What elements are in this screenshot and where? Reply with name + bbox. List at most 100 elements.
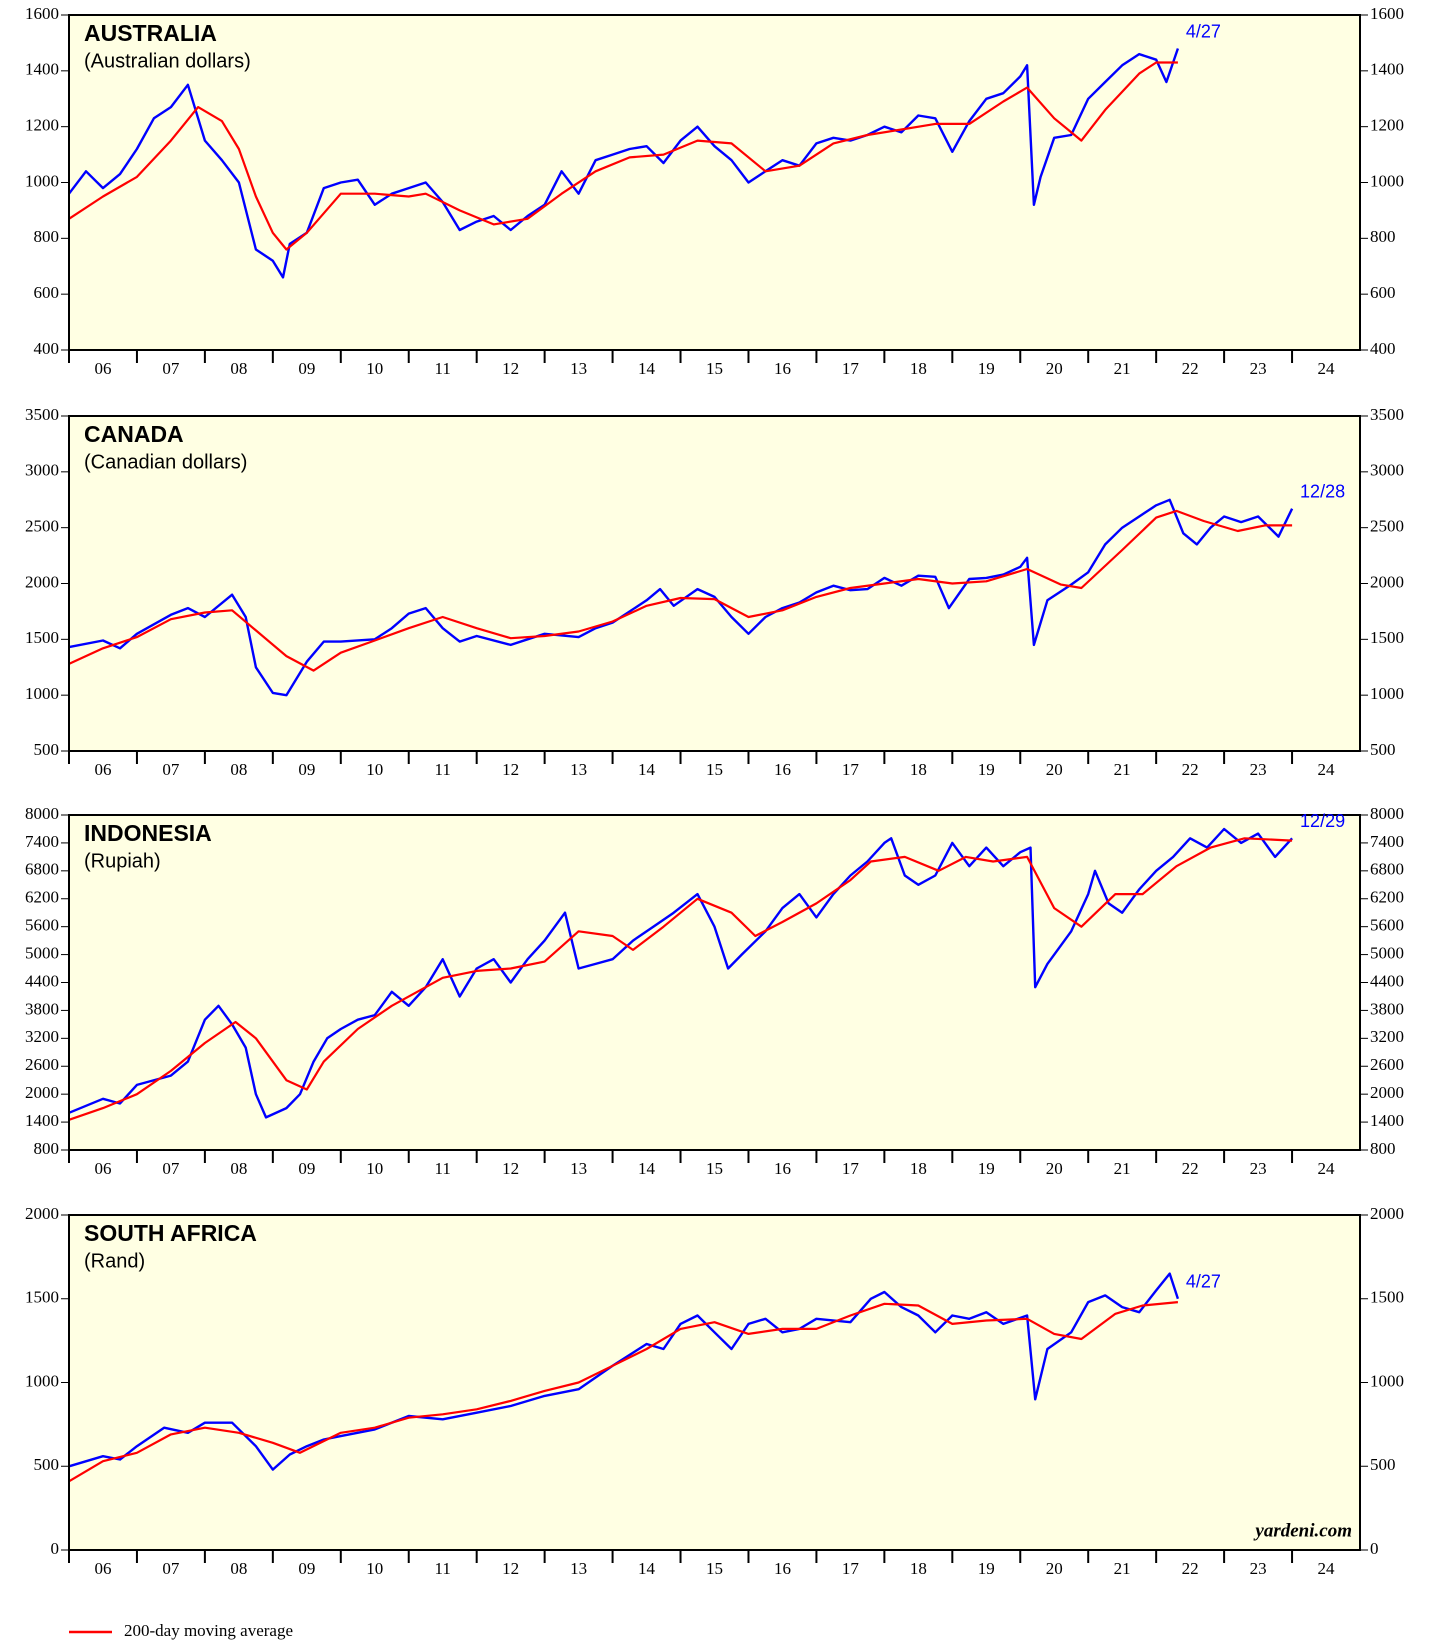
x-tick-label: 22 [1182, 760, 1199, 779]
end-date-label: 4/27 [1186, 1272, 1221, 1292]
plot-area [69, 15, 1360, 350]
x-tick-label: 23 [1250, 760, 1267, 779]
x-tick-label: 16 [774, 359, 791, 378]
y2-tick-label: 400 [1370, 339, 1396, 358]
y-tick-label: 2000 [25, 1204, 59, 1223]
y-tick-label: 800 [34, 1139, 60, 1158]
x-tick-label: 08 [230, 1559, 247, 1578]
x-tick-label: 23 [1250, 1159, 1267, 1178]
y2-tick-label: 1000 [1370, 171, 1404, 190]
series-line [68, 837, 1293, 1121]
y2-tick-label: 1500 [1370, 628, 1404, 647]
y-tick-label: 500 [34, 1455, 60, 1474]
panel-title: SOUTH AFRICA [84, 1220, 257, 1246]
series-line [68, 498, 1294, 697]
y2-tick-label: 5600 [1370, 916, 1404, 935]
x-tick-label: 15 [706, 1159, 723, 1178]
y-tick-label: 7400 [25, 832, 59, 851]
series-line [68, 61, 1178, 251]
y-tick-label: 1000 [25, 684, 59, 703]
x-tick-label: 18 [910, 359, 927, 378]
x-tick-label: 11 [435, 1559, 451, 1578]
x-tick-label: 21 [1114, 1159, 1131, 1178]
y-tick-label: 400 [34, 339, 60, 358]
y2-tick-label: 6200 [1370, 888, 1404, 907]
x-tick-label: 09 [298, 1559, 315, 1578]
x-tick-label: 21 [1114, 760, 1131, 779]
y2-tick-label: 3800 [1370, 999, 1404, 1018]
series-line [68, 827, 1293, 1119]
x-tick-label: 21 [1114, 359, 1131, 378]
x-tick-label: 08 [230, 1159, 247, 1178]
x-tick-label: 18 [910, 760, 927, 779]
end-date-label: 12/28 [1300, 481, 1345, 501]
y2-tick-label: 800 [1370, 227, 1396, 246]
y2-tick-label: 0 [1370, 1539, 1379, 1558]
y2-tick-label: 1000 [1370, 684, 1404, 703]
y2-tick-label: 2000 [1370, 1083, 1404, 1102]
x-tick-label: 12 [502, 760, 519, 779]
x-tick-label: 13 [570, 1159, 587, 1178]
y-tick-label: 1500 [25, 628, 59, 647]
y2-tick-label: 3000 [1370, 461, 1404, 480]
panel-subtitle: (Canadian dollars) [84, 451, 247, 473]
x-tick-label: 09 [298, 1159, 315, 1178]
x-tick-label: 06 [94, 1559, 111, 1578]
x-tick-label: 07 [162, 359, 180, 378]
y-tick-label: 2600 [25, 1055, 59, 1074]
series-line [68, 48, 1180, 279]
y-tick-label: 3000 [25, 461, 59, 480]
y-tick-label: 3800 [25, 999, 59, 1018]
x-tick-label: 10 [366, 359, 383, 378]
x-tick-label: 14 [638, 359, 656, 378]
plot-area [69, 1215, 1360, 1550]
x-tick-label: 24 [1318, 1559, 1336, 1578]
x-tick-label: 08 [230, 760, 247, 779]
plot-frame [68, 1214, 1361, 1551]
x-tick-label: 22 [1182, 1559, 1199, 1578]
x-tick-label: 11 [435, 359, 451, 378]
y-tick-label: 3200 [25, 1027, 59, 1046]
x-tick-label: 17 [842, 1559, 860, 1578]
y2-tick-label: 500 [1370, 1455, 1396, 1474]
panel-title: AUSTRALIA [84, 20, 217, 46]
x-tick-label: 10 [366, 1159, 383, 1178]
y-tick-label: 800 [34, 227, 60, 246]
y2-tick-label: 7400 [1370, 832, 1404, 851]
y-tick-label: 1500 [25, 1288, 59, 1307]
y2-tick-label: 800 [1370, 1139, 1396, 1158]
y-tick-label: 2000 [25, 1083, 59, 1102]
legend-label: 200-day moving average [124, 1621, 293, 1640]
y-tick-label: 1400 [25, 60, 59, 79]
x-tick-label: 24 [1318, 760, 1336, 779]
y-tick-label: 0 [51, 1539, 60, 1558]
plot-frame [68, 14, 1361, 351]
x-tick-label: 07 [162, 760, 180, 779]
x-tick-label: 24 [1318, 359, 1336, 378]
x-tick-label: 17 [842, 760, 860, 779]
x-tick-label: 12 [502, 359, 519, 378]
x-tick-label: 21 [1114, 1559, 1131, 1578]
x-tick-label: 20 [1046, 1159, 1063, 1178]
x-tick-label: 20 [1046, 760, 1063, 779]
x-tick-label: 11 [435, 1159, 451, 1178]
y-tick-label: 1200 [25, 116, 59, 135]
y2-tick-label: 3200 [1370, 1027, 1404, 1046]
x-tick-label: 17 [842, 359, 860, 378]
y2-tick-label: 6800 [1370, 860, 1404, 879]
y2-tick-label: 5000 [1370, 943, 1404, 962]
x-tick-label: 11 [435, 760, 451, 779]
panel-title: CANADA [84, 421, 184, 447]
y-tick-label: 5600 [25, 916, 59, 935]
y2-tick-label: 1600 [1370, 4, 1404, 23]
x-tick-label: 15 [706, 1559, 723, 1578]
y-tick-label: 600 [34, 283, 60, 302]
x-tick-label: 23 [1250, 1559, 1267, 1578]
x-tick-label: 06 [94, 359, 111, 378]
end-date-label: 4/27 [1186, 21, 1221, 41]
x-tick-label: 09 [298, 760, 315, 779]
y2-tick-label: 2500 [1370, 517, 1404, 536]
x-tick-label: 16 [774, 760, 791, 779]
y2-tick-label: 1400 [1370, 1111, 1404, 1130]
x-tick-label: 13 [570, 1559, 587, 1578]
